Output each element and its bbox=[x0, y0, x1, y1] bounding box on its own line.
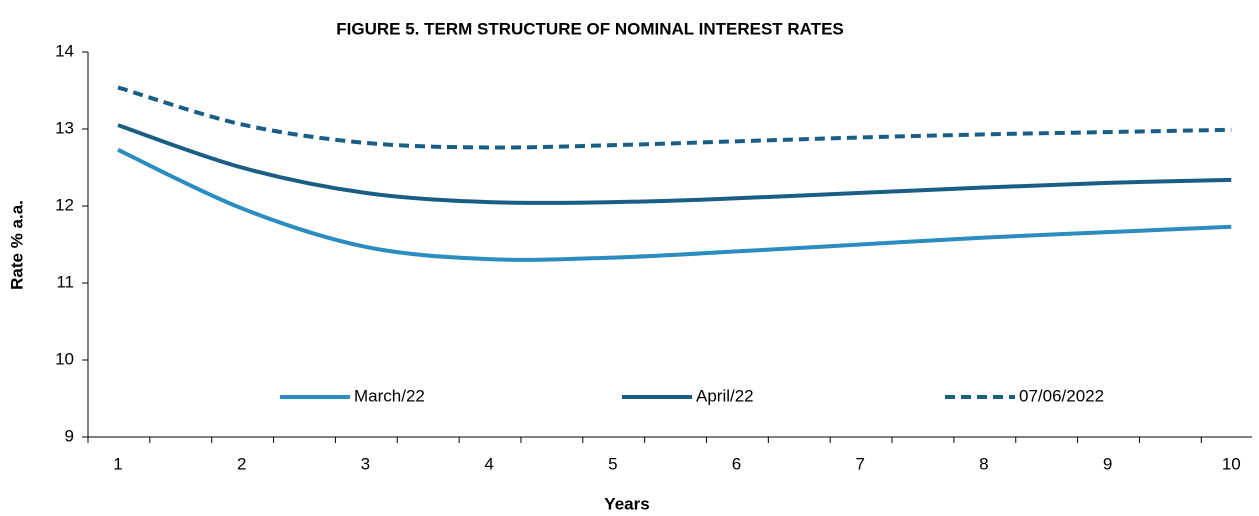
x-tick-label: 8 bbox=[979, 454, 988, 473]
y-tick-label: 9 bbox=[65, 426, 74, 445]
x-axis-label: Years bbox=[604, 494, 649, 513]
x-tick-label: 4 bbox=[484, 454, 493, 473]
y-axis-label: Rate % a.a. bbox=[7, 200, 26, 290]
x-tick-label: 6 bbox=[732, 454, 741, 473]
y-tick-label: 11 bbox=[56, 272, 74, 291]
x-tick-label: 5 bbox=[608, 454, 617, 473]
x-tick-label: 3 bbox=[361, 454, 370, 473]
x-tick-label: 2 bbox=[237, 454, 246, 473]
line-series bbox=[117, 147, 1232, 262]
line-series bbox=[117, 85, 1232, 150]
x-tick-label: 9 bbox=[1103, 454, 1112, 473]
x-tick-label: 10 bbox=[1222, 454, 1241, 473]
legend-label: 07/06/2022 bbox=[1019, 386, 1104, 405]
legend-label: March/22 bbox=[354, 386, 425, 405]
y-tick-label: 13 bbox=[55, 118, 74, 137]
y-tick-label: 14 bbox=[55, 41, 74, 60]
x-tick-label: 1 bbox=[113, 454, 122, 473]
legend-label: April/22 bbox=[696, 386, 754, 405]
x-tick-label: 7 bbox=[855, 454, 864, 473]
y-tick-label: 12 bbox=[55, 195, 74, 214]
chart-title: FIGURE 5. TERM STRUCTURE OF NOMINAL INTE… bbox=[336, 19, 844, 38]
y-tick-label: 10 bbox=[55, 349, 74, 368]
line-series bbox=[117, 123, 1232, 206]
